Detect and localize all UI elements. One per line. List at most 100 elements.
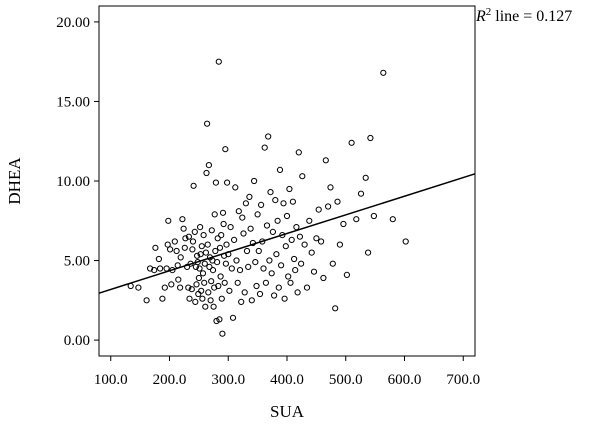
data-point	[289, 198, 296, 205]
data-point	[261, 144, 268, 151]
data-point	[182, 235, 189, 242]
data-point	[246, 193, 253, 200]
data-point	[211, 211, 218, 218]
data-point	[151, 267, 158, 274]
data-point	[334, 198, 341, 205]
r2-annotation: R2 line = 0.127	[475, 6, 572, 25]
data-point	[340, 220, 347, 228]
data-point	[206, 263, 213, 270]
y-tick-label: 20.00	[56, 15, 90, 31]
data-point	[189, 246, 196, 253]
data-point	[303, 284, 311, 291]
data-point	[199, 270, 207, 277]
data-point	[185, 284, 192, 291]
x-tick-label: 500.0	[329, 372, 363, 388]
data-point	[267, 189, 274, 196]
data-point	[143, 297, 150, 304]
data-point	[233, 257, 240, 264]
data-point	[255, 247, 262, 255]
data-point	[229, 314, 237, 321]
data-point	[161, 284, 168, 291]
data-point	[240, 230, 247, 237]
data-point	[357, 190, 365, 197]
data-point	[165, 217, 172, 224]
data-point	[318, 238, 325, 245]
data-point	[194, 259, 201, 266]
r2-value: line = 0.127	[491, 8, 572, 25]
data-point	[210, 303, 217, 310]
data-point	[201, 279, 208, 286]
data-point	[239, 214, 246, 221]
data-point	[175, 276, 182, 283]
data-point	[274, 217, 281, 224]
data-point	[315, 206, 322, 213]
data-point	[271, 292, 278, 299]
data-point	[208, 278, 215, 285]
x-tick-label: 600.0	[388, 372, 422, 388]
data-point	[260, 265, 267, 272]
data-point	[200, 232, 207, 239]
y-tick-label: 10.00	[56, 174, 90, 190]
data-point	[291, 255, 298, 263]
data-point	[247, 225, 254, 232]
data-points	[127, 58, 409, 337]
data-point	[227, 224, 234, 231]
data-point	[215, 282, 222, 290]
y-axis-title: DHEA	[5, 157, 24, 205]
data-point	[285, 273, 292, 280]
data-point	[216, 316, 223, 323]
data-point	[177, 254, 184, 261]
data-point	[280, 200, 287, 207]
data-point	[171, 238, 178, 245]
x-axis-title: SUA	[270, 402, 305, 421]
data-point	[152, 244, 159, 251]
data-point	[177, 284, 184, 291]
data-point	[269, 228, 276, 235]
data-point	[197, 224, 204, 231]
data-point	[222, 146, 229, 153]
data-point	[232, 184, 239, 191]
data-point	[275, 284, 282, 291]
data-point	[389, 216, 396, 223]
data-point	[219, 209, 227, 216]
data-point	[197, 251, 204, 258]
plot-frame	[98, 5, 476, 357]
data-point	[215, 58, 222, 65]
data-point	[193, 281, 200, 288]
data-point	[329, 260, 336, 267]
data-point	[214, 259, 221, 266]
data-point	[214, 235, 221, 242]
data-point	[279, 232, 286, 239]
data-point	[343, 271, 350, 278]
data-point	[205, 289, 212, 296]
data-point	[248, 297, 255, 304]
data-point	[265, 133, 272, 140]
data-point	[164, 241, 171, 248]
x-tick-label: 400.0	[270, 372, 304, 388]
data-point	[196, 265, 203, 272]
data-point	[272, 197, 279, 204]
y-tick-label: 15.00	[56, 94, 90, 110]
data-point	[320, 274, 327, 282]
data-point	[287, 279, 294, 286]
data-point	[245, 263, 252, 270]
data-point	[219, 330, 226, 337]
data-point	[306, 217, 313, 224]
data-point	[288, 236, 295, 243]
data-point	[201, 260, 208, 267]
data-point	[241, 289, 248, 296]
data-point	[198, 287, 205, 294]
data-point	[236, 267, 244, 274]
data-point	[273, 251, 280, 258]
data-point	[190, 182, 197, 189]
data-point	[217, 273, 224, 280]
data-point	[202, 249, 209, 256]
data-point	[262, 279, 269, 286]
data-point	[249, 239, 256, 247]
data-point	[222, 260, 229, 267]
data-point	[380, 69, 387, 76]
data-point	[204, 241, 211, 248]
data-point	[298, 260, 305, 267]
data-point	[348, 139, 355, 146]
